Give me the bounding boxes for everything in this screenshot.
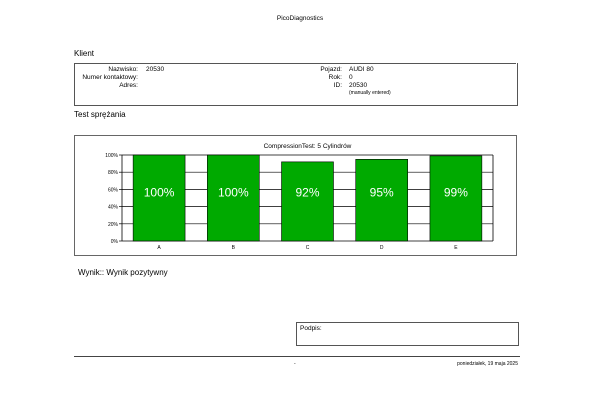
vehicle-value: AUDI 80 [349,66,374,73]
result-text: Wynik:: Wynik pozytywny [78,268,168,277]
x-tick-label: D [380,245,384,251]
test-heading: Test sprężania [74,110,126,119]
y-tick-label: 40% [108,205,119,211]
footer-date: poniedziałek, 19 maja 2025 [457,361,518,367]
vehicle-label: Pojazd: [320,66,342,73]
bar [281,161,334,242]
bar-value-label: 100% [144,185,175,199]
bar-value-label: 92% [295,185,319,199]
id-note: (manually entered) [349,90,391,96]
signature-box [296,322,519,346]
y-tick-label: 20% [108,222,119,228]
year-value: 0 [349,74,353,81]
compression-chart: CompressionTest: 5 Cylindrów 0% 20% 40% 60% 8… [105,143,494,251]
contact-number-label: Numer kontaktowy: [82,74,138,81]
y-tick-label: 0% [111,239,119,245]
bar-value-label: 100% [218,185,249,199]
y-tick-label: 60% [108,187,119,193]
id-value: 20530 [349,82,368,89]
surname-label: Nazwisko: [108,66,138,73]
client-box-top-divider [74,63,516,64]
bar [207,154,260,242]
bar-value-label: 95% [370,185,394,199]
app-title: PicoDiagnostics [276,15,324,22]
bar [429,155,483,242]
client-heading: Klient [74,49,95,58]
x-tick-label: A [157,245,161,251]
y-tick-label: 80% [108,170,119,176]
year-label: Rok: [328,74,342,81]
bar-value-label: 99% [444,185,468,199]
bar [132,154,186,242]
x-tick-label: C [306,245,310,251]
footer-divider [74,356,520,357]
id-label: ID: [333,82,342,89]
x-tick-label: B [232,245,236,251]
client-box [74,63,518,106]
y-tick-label: 100% [105,153,118,159]
address-label: Adres: [119,82,138,89]
footer-center-mark: - [294,361,296,367]
surname-value: 20530 [146,66,165,73]
signature-label: Podpis: [300,325,322,332]
bar [355,158,408,242]
x-tick-label: E [454,245,458,251]
chart-title: CompressionTest: 5 Cylindrów [264,143,352,150]
